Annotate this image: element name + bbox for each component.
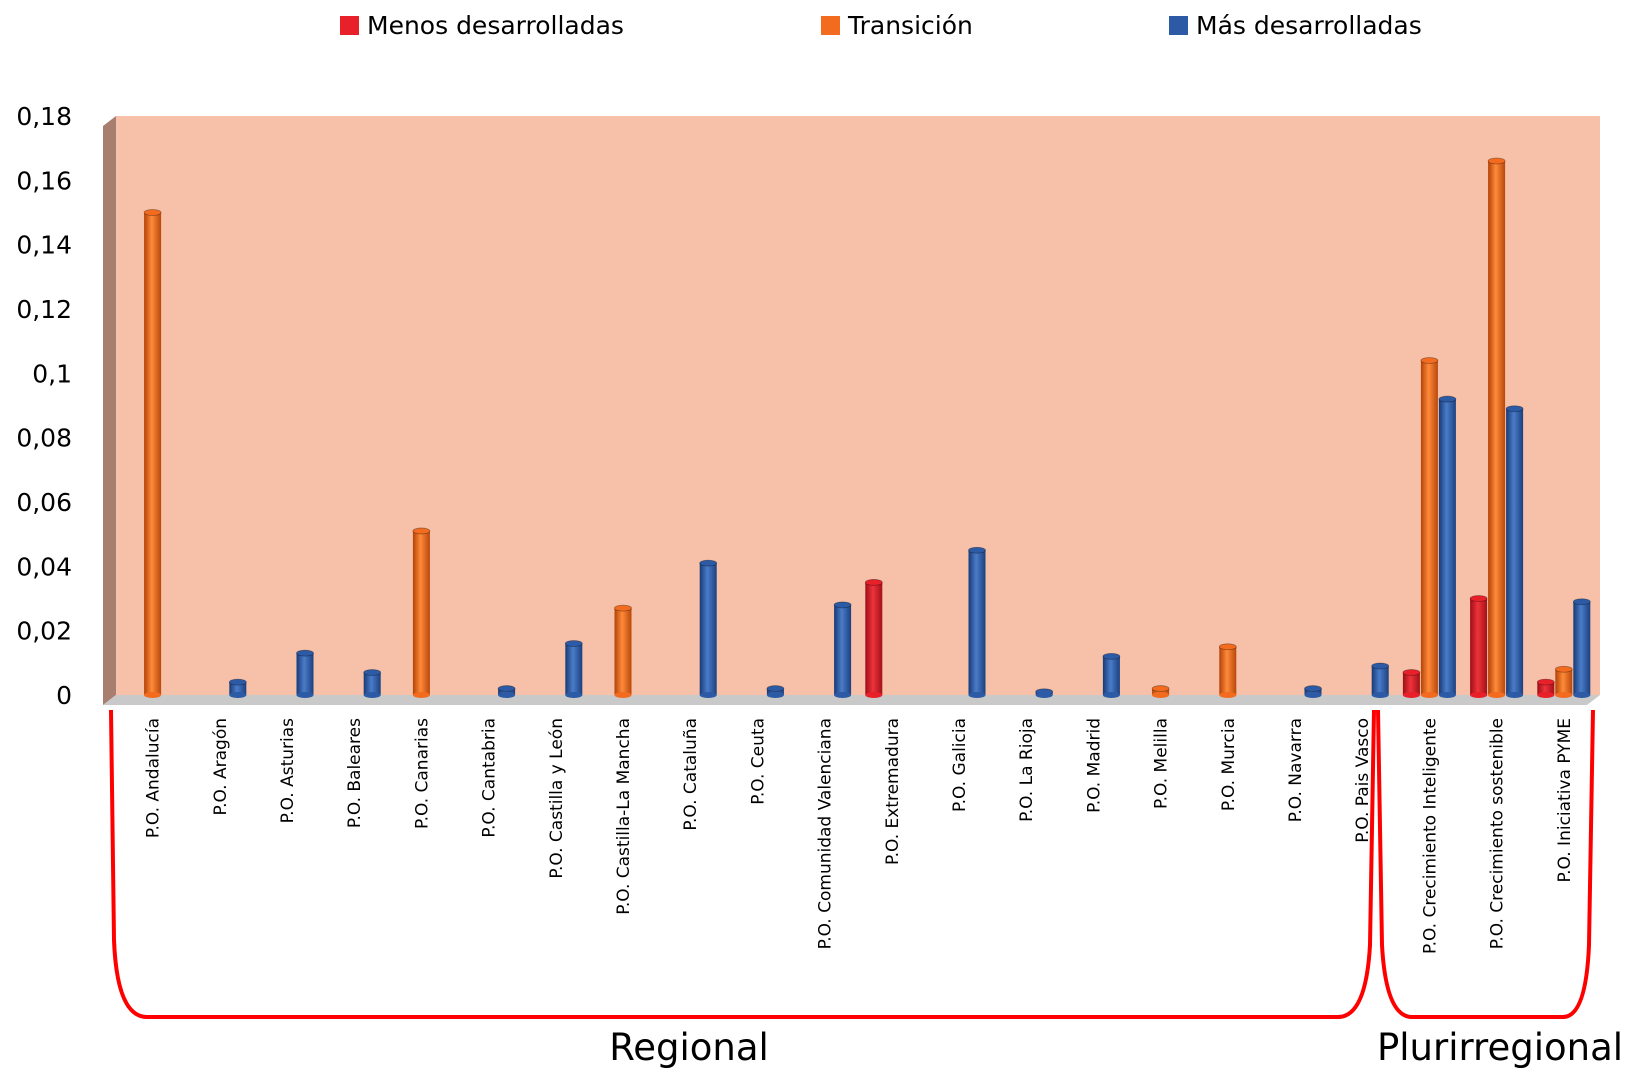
bar-mas [363,669,382,698]
bar-mas [296,649,314,698]
bar-mas [228,678,247,698]
x-axis-labels: P.O. Andalucía P.O. Aragón P.O. Asturias P.… [144,718,1575,954]
x-tick-label: P.O. Comunidad Valenciana [816,718,836,949]
bar-mas [1035,688,1054,698]
bar-transicion [1218,643,1237,698]
bar-mas [699,559,718,698]
bar-mas [1102,653,1121,698]
x-tick-label: P.O. Navarra [1286,718,1306,822]
y-tick-label: 0,12 [16,295,72,324]
bracket-regional [109,709,1376,1019]
legend-item-menos: Menos desarrolladas [340,11,624,40]
y-tick-label: 0,08 [16,424,72,453]
legend-swatch-mas [1169,16,1188,35]
legend-item-transicion: Transición [821,11,973,40]
legend: Menos desarrolladas Transición Más desar… [340,11,1422,40]
bar-mas [1438,395,1457,698]
legend-item-mas: Más desarrolladas [1169,11,1422,40]
y-tick-label: 0,16 [16,166,72,195]
x-tick-label: P.O. Crecimiento sostenible [1488,718,1508,949]
x-tick-label: P.O. Crecimiento Inteligente [1420,718,1440,954]
y-tick-label: 0 [56,681,72,710]
y-axis-ticks: 0 0,02 0,04 0,06 0,08 0,1 0,12 0,14 0,16 0,18 [16,102,72,710]
bar-mas [497,685,516,698]
bar-transicion [1420,357,1439,698]
x-tick-label: P.O. Cataluña [681,718,701,831]
x-tick-label: P.O. Castilla y León [547,718,567,879]
plot-background [116,116,1600,695]
group-label-regional: Regional [609,1026,769,1069]
x-tick-label: P.O. Cantabria [480,718,500,838]
legend-label-menos: Menos desarrolladas [367,11,624,40]
bar-transicion [412,527,431,698]
y-tick-label: 0,18 [16,102,72,131]
x-tick-label: P.O. Asturias [278,718,298,824]
x-tick-label: P.O. Canarias [412,718,432,829]
bar-mas [564,640,583,698]
bars-layer [143,157,1591,698]
bar-mas [1371,662,1390,698]
x-tick-label: P.O. Extremadura [883,718,903,865]
y-tick-label: 0,1 [32,359,72,388]
legend-swatch-transicion [821,16,840,35]
bar-transicion [614,604,632,698]
x-tick-label: P.O. La Rioja [1017,718,1037,822]
x-tick-label: P.O. Castilla-La Mancha [614,718,634,915]
y-tick-label: 0,04 [16,552,72,581]
x-tick-label: P.O. Madrid [1084,718,1104,813]
x-tick-label: P.O. Aragón [211,718,231,816]
bar-menos [864,579,883,698]
bar-transicion [1554,665,1573,698]
bar-menos [1402,669,1421,698]
x-tick-label: P.O. Iniciativa PYME [1555,718,1575,882]
x-tick-label: P.O. Andalucía [144,718,164,838]
bar-mas [1505,405,1524,698]
bar-mas [1304,685,1322,698]
legend-swatch-menos [340,16,359,35]
bar-transicion [143,209,162,698]
x-tick-label: P.O. Baleares [345,718,365,828]
legend-label-mas: Más desarrolladas [1196,11,1422,40]
legend-label-transicion: Transición [847,11,973,40]
bar-menos [1536,678,1555,698]
bar-transicion [1487,157,1506,698]
x-tick-label: P.O. Melilla [1152,718,1172,809]
y-tick-label: 0,06 [16,488,72,517]
bar-mas [968,546,986,698]
bar-mas [766,685,785,698]
plot-left-wall [103,116,116,705]
y-tick-label: 0,02 [16,617,72,646]
x-tick-label: P.O. Pais Vasco [1353,718,1373,843]
bar-mas [833,601,852,698]
x-tick-label: P.O. Murcia [1219,718,1239,811]
group-brackets [109,709,1595,1019]
group-label-plurirregional: Plurirregional [1377,1026,1623,1069]
x-tick-label: P.O. Galicia [950,718,970,812]
x-tick-label: P.O. Ceuta [748,718,768,805]
bar-mas [1572,598,1591,698]
bracket-plurirregional [1376,709,1595,1019]
bar-menos [1469,595,1488,698]
y-tick-label: 0,14 [16,231,72,260]
bar-transicion [1151,685,1170,698]
